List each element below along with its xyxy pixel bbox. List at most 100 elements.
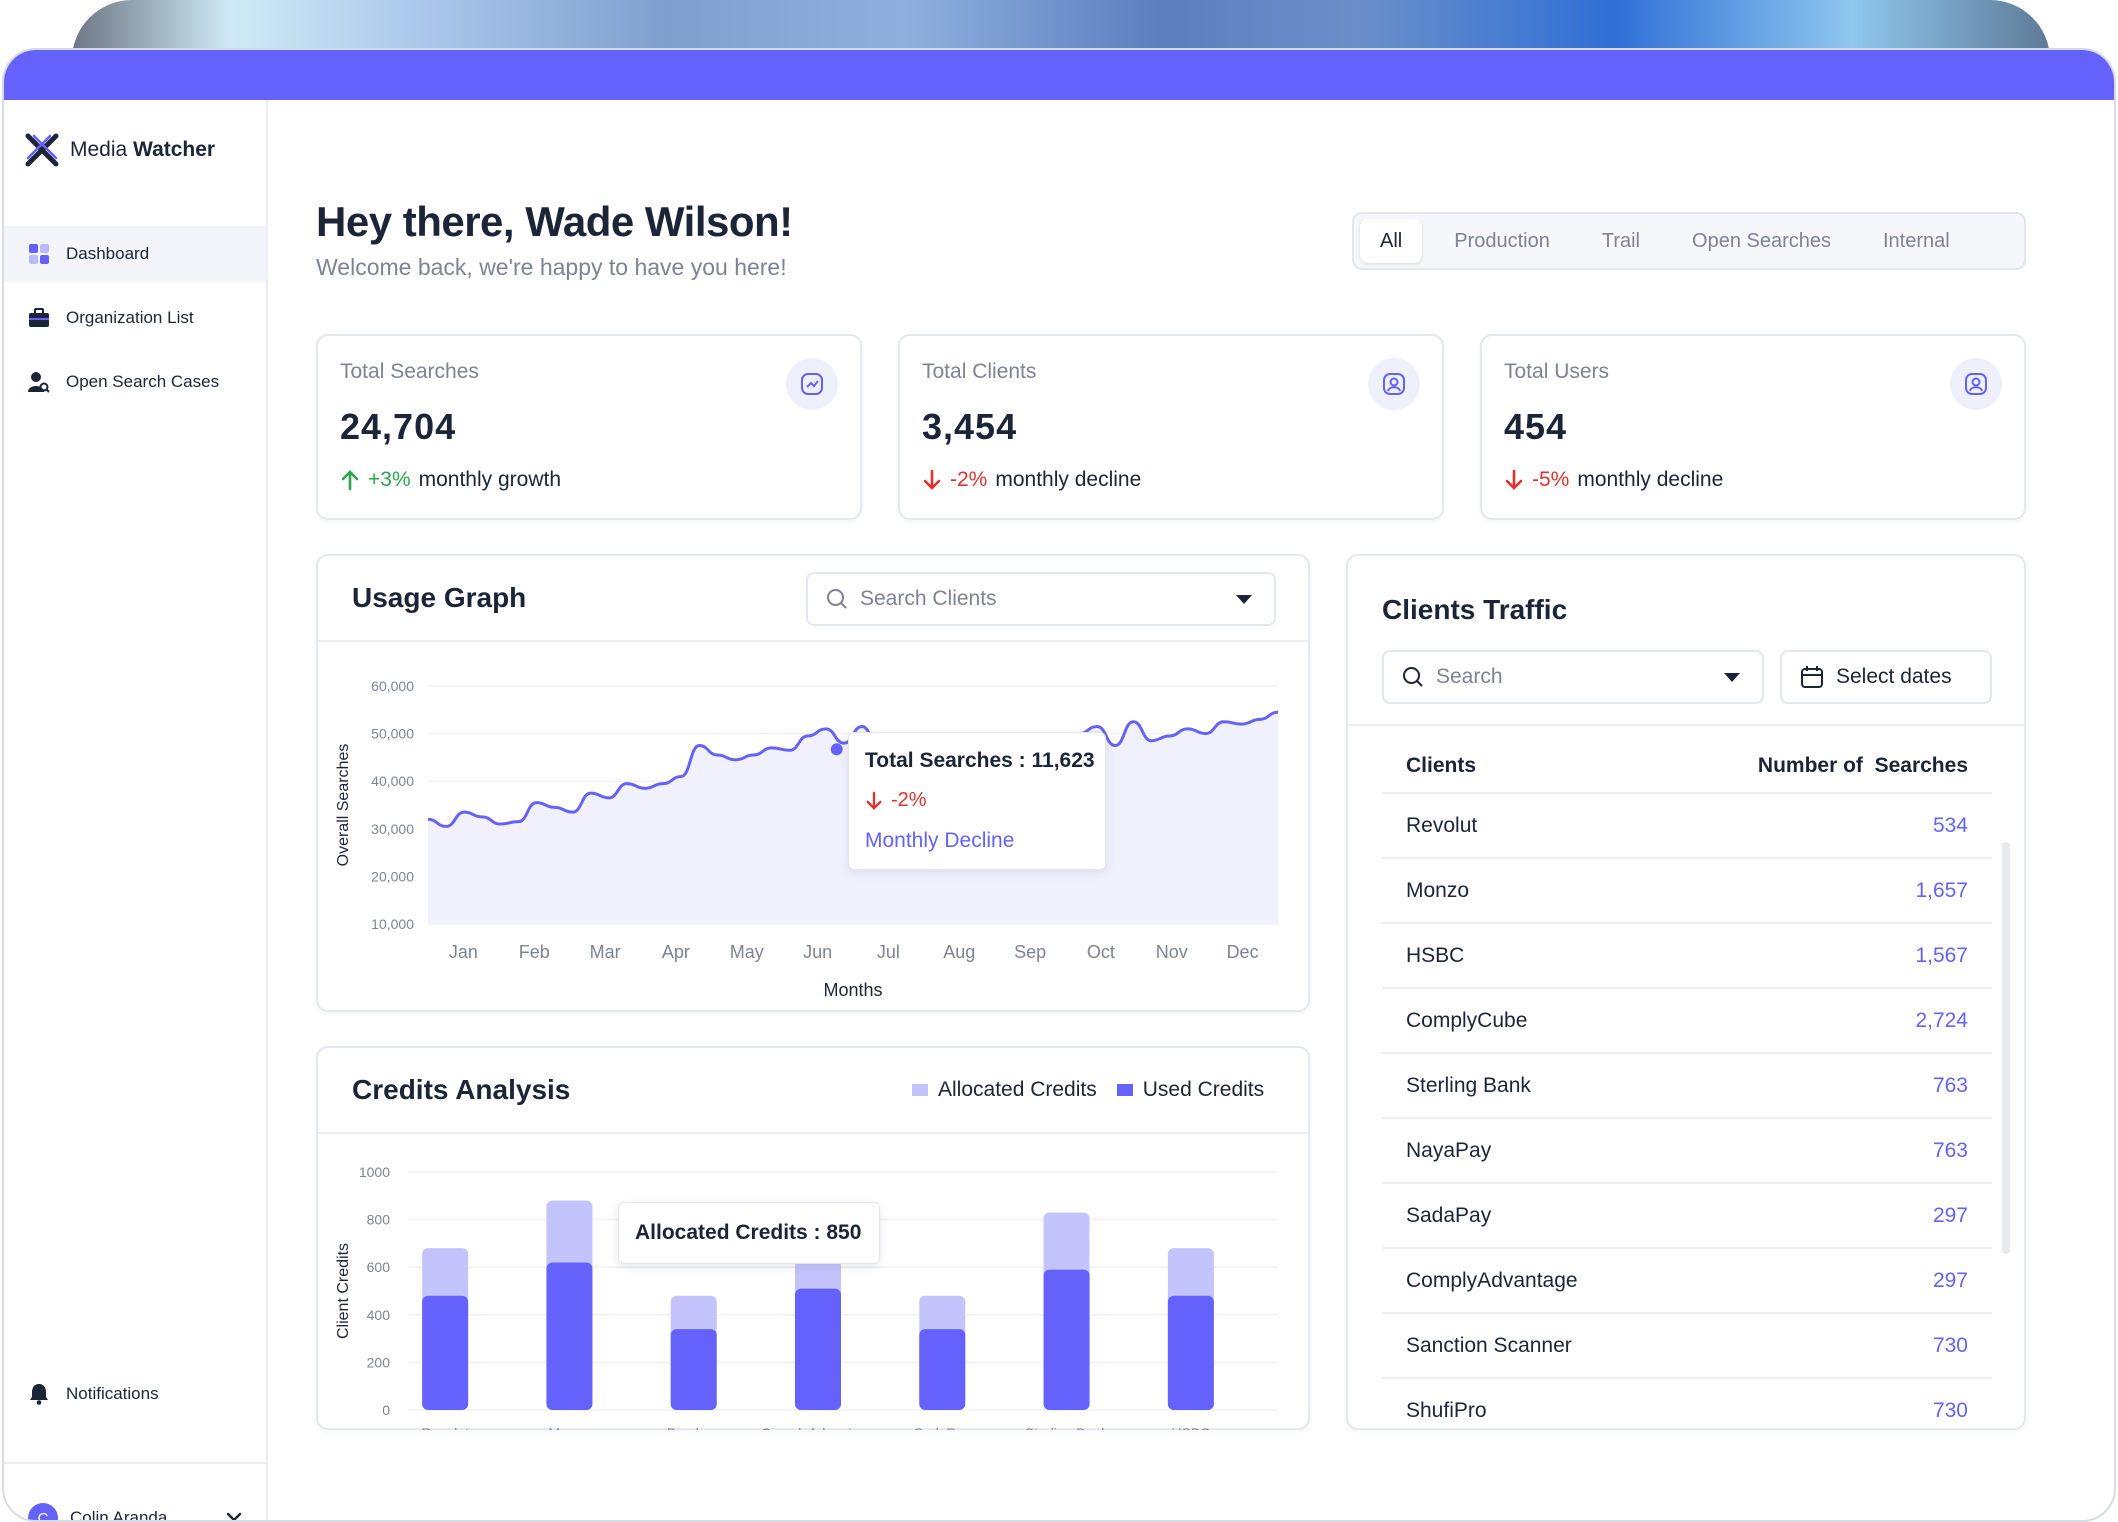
tooltip-label: Allocated Credits : 850 — [635, 1221, 862, 1244]
stat-title: Total Users — [1504, 360, 1610, 383]
x-tick-label: Apr — [662, 942, 690, 962]
select-dates-button[interactable]: Select dates — [1780, 650, 1992, 704]
x-tick-label: HSBC — [1171, 1425, 1210, 1430]
client-searches: 1,657 — [1915, 878, 1968, 902]
tab-trail[interactable]: Trail — [1601, 229, 1641, 252]
x-tick-label: Feb — [519, 942, 550, 962]
client-searches: 297 — [1932, 1203, 1968, 1227]
chevron-down-icon — [1724, 673, 1740, 682]
stat-change: +3% monthly growth — [340, 468, 561, 492]
table-row[interactable]: NayaPay 763 — [1382, 1117, 1992, 1182]
tab-production[interactable]: Production — [1454, 229, 1550, 252]
y-axis-label: Overall Searches — [335, 744, 352, 867]
client-name: ComplyCube — [1406, 1008, 1528, 1032]
credits-analysis-title: Credits Analysis — [352, 1074, 571, 1105]
col-number-of-searches[interactable]: Number of Searches — [1757, 754, 1968, 777]
client-name: Revolut — [1406, 813, 1478, 837]
col-clients[interactable]: Clients — [1406, 754, 1477, 777]
stat-title: Total Searches — [340, 360, 479, 383]
client-icon — [1368, 358, 1420, 410]
stat-value: 3,454 — [922, 406, 1018, 447]
x-tick-label: Nov — [1156, 942, 1188, 962]
briefcase-icon — [28, 307, 50, 329]
bell-icon — [28, 1383, 50, 1405]
x-tick-label: Dec — [1227, 942, 1259, 962]
search-icon — [1403, 667, 1423, 687]
sidebar-item-label: Open Search Cases — [66, 372, 220, 391]
client-searches: 730 — [1932, 1333, 1968, 1357]
tab-all[interactable]: All — [1360, 219, 1423, 263]
used-bar — [1043, 1269, 1090, 1410]
table-row[interactable]: ComplyCube 2,724 — [1382, 987, 1992, 1052]
search-clients-placeholder: Search Clients — [860, 587, 997, 610]
user-name: Colin Aranda — [70, 1508, 168, 1522]
logo-text: Media Watcher — [70, 138, 216, 161]
client-name: Monzo — [1406, 878, 1470, 902]
usage-graph-card: Usage Graph Search Clients 60,000 50,000 4… — [316, 554, 1310, 1012]
highlight-point — [830, 743, 843, 756]
table-row[interactable]: Revolut 534 — [1382, 792, 1992, 857]
x-axis-label: Months — [823, 980, 882, 1000]
sidebar-item-organization-list[interactable]: Organization List — [4, 290, 266, 346]
sidebar-item-notifications[interactable]: Notifications — [4, 1366, 266, 1422]
used-bar — [422, 1295, 469, 1410]
arrow-down-icon — [1505, 469, 1523, 490]
credits-legend: Allocated Credits Used Credits — [912, 1078, 1264, 1102]
legend-swatch-used — [1116, 1084, 1133, 1096]
x-tick-label: Revolut — [421, 1425, 469, 1430]
table-row[interactable]: ShufiPro 730 — [1382, 1377, 1992, 1428]
table-row[interactable]: Sterling Bank 763 — [1382, 1052, 1992, 1117]
calendar-icon — [1801, 666, 1823, 688]
legend-swatch-allocated — [912, 1084, 928, 1096]
user-menu[interactable]: C Colin Aranda — [4, 1490, 266, 1522]
chevron-down-icon[interactable] — [226, 1512, 242, 1522]
x-tick-label: May — [730, 942, 764, 962]
user-icon — [1950, 358, 2002, 410]
table-row[interactable]: Sanction Scanner 730 — [1382, 1312, 1992, 1377]
table-scrollbar[interactable] — [2002, 842, 2010, 1254]
stat-change-percent: -2% — [950, 468, 988, 491]
used-bar — [546, 1262, 593, 1410]
client-searches: 534 — [1932, 813, 1968, 837]
clients-table-header: Clients Number of Searches — [1382, 754, 1992, 778]
client-searches: 1,567 — [1915, 943, 1968, 967]
client-searches: 763 — [1932, 1138, 1968, 1162]
client-name: ShufiPro — [1406, 1398, 1487, 1422]
table-row[interactable]: Monzo 1,657 — [1382, 857, 1992, 922]
window-top-band — [4, 50, 2114, 100]
traffic-search-dropdown[interactable]: Search — [1382, 650, 1764, 704]
card-divider — [318, 1132, 1308, 1134]
search-icon — [827, 589, 847, 609]
x-tick-label: Jun — [803, 942, 832, 962]
table-row[interactable]: HSBC 1,567 — [1382, 922, 1992, 987]
tab-open-searches[interactable]: Open Searches — [1692, 229, 1831, 252]
y-tick-label: 800 — [367, 1212, 391, 1228]
x-tick-label: Jul — [877, 942, 900, 962]
notifications-label: Notifications — [66, 1384, 159, 1403]
search-clients-dropdown[interactable]: Search Clients — [806, 572, 1276, 626]
x-tick-label: Mar — [590, 942, 621, 962]
page-subtitle: Welcome back, we're happy to have you he… — [316, 254, 787, 280]
arrow-down-icon — [923, 469, 941, 490]
client-name: NayaPay — [1406, 1138, 1492, 1162]
x-tick-label: Sterling Bank — [1025, 1425, 1109, 1430]
tab-internal[interactable]: Internal — [1883, 229, 1950, 252]
avatar: C — [28, 1503, 58, 1520]
used-bar — [670, 1329, 717, 1410]
x-tick-label: SadaPay — [914, 1425, 971, 1430]
y-tick-label: 0 — [382, 1402, 390, 1418]
sidebar-item-open-search-cases[interactable]: Open Search Cases — [4, 354, 266, 410]
y-tick-label: 20,000 — [371, 868, 414, 884]
logo[interactable]: Media Watcher — [24, 132, 215, 168]
x-tick-label: Oct — [1087, 942, 1115, 962]
x-tick-label: Sep — [1014, 942, 1046, 962]
tooltip-change-percent: -2% — [891, 789, 927, 811]
sidebar-item-dashboard[interactable]: Dashboard — [4, 226, 266, 282]
y-tick-label: 50,000 — [371, 726, 414, 742]
credits-bar-chart: 1000 800 600 400 200 0 Client Credits Revolut Mo… — [335, 1164, 1278, 1430]
table-row[interactable]: ComplyAdvantage 297 — [1382, 1247, 1992, 1312]
stat-change-percent: +3% — [368, 468, 411, 491]
select-dates-label: Select dates — [1836, 665, 1952, 688]
y-tick-label: 10,000 — [371, 916, 414, 932]
table-row[interactable]: SadaPay 297 — [1382, 1182, 1992, 1247]
